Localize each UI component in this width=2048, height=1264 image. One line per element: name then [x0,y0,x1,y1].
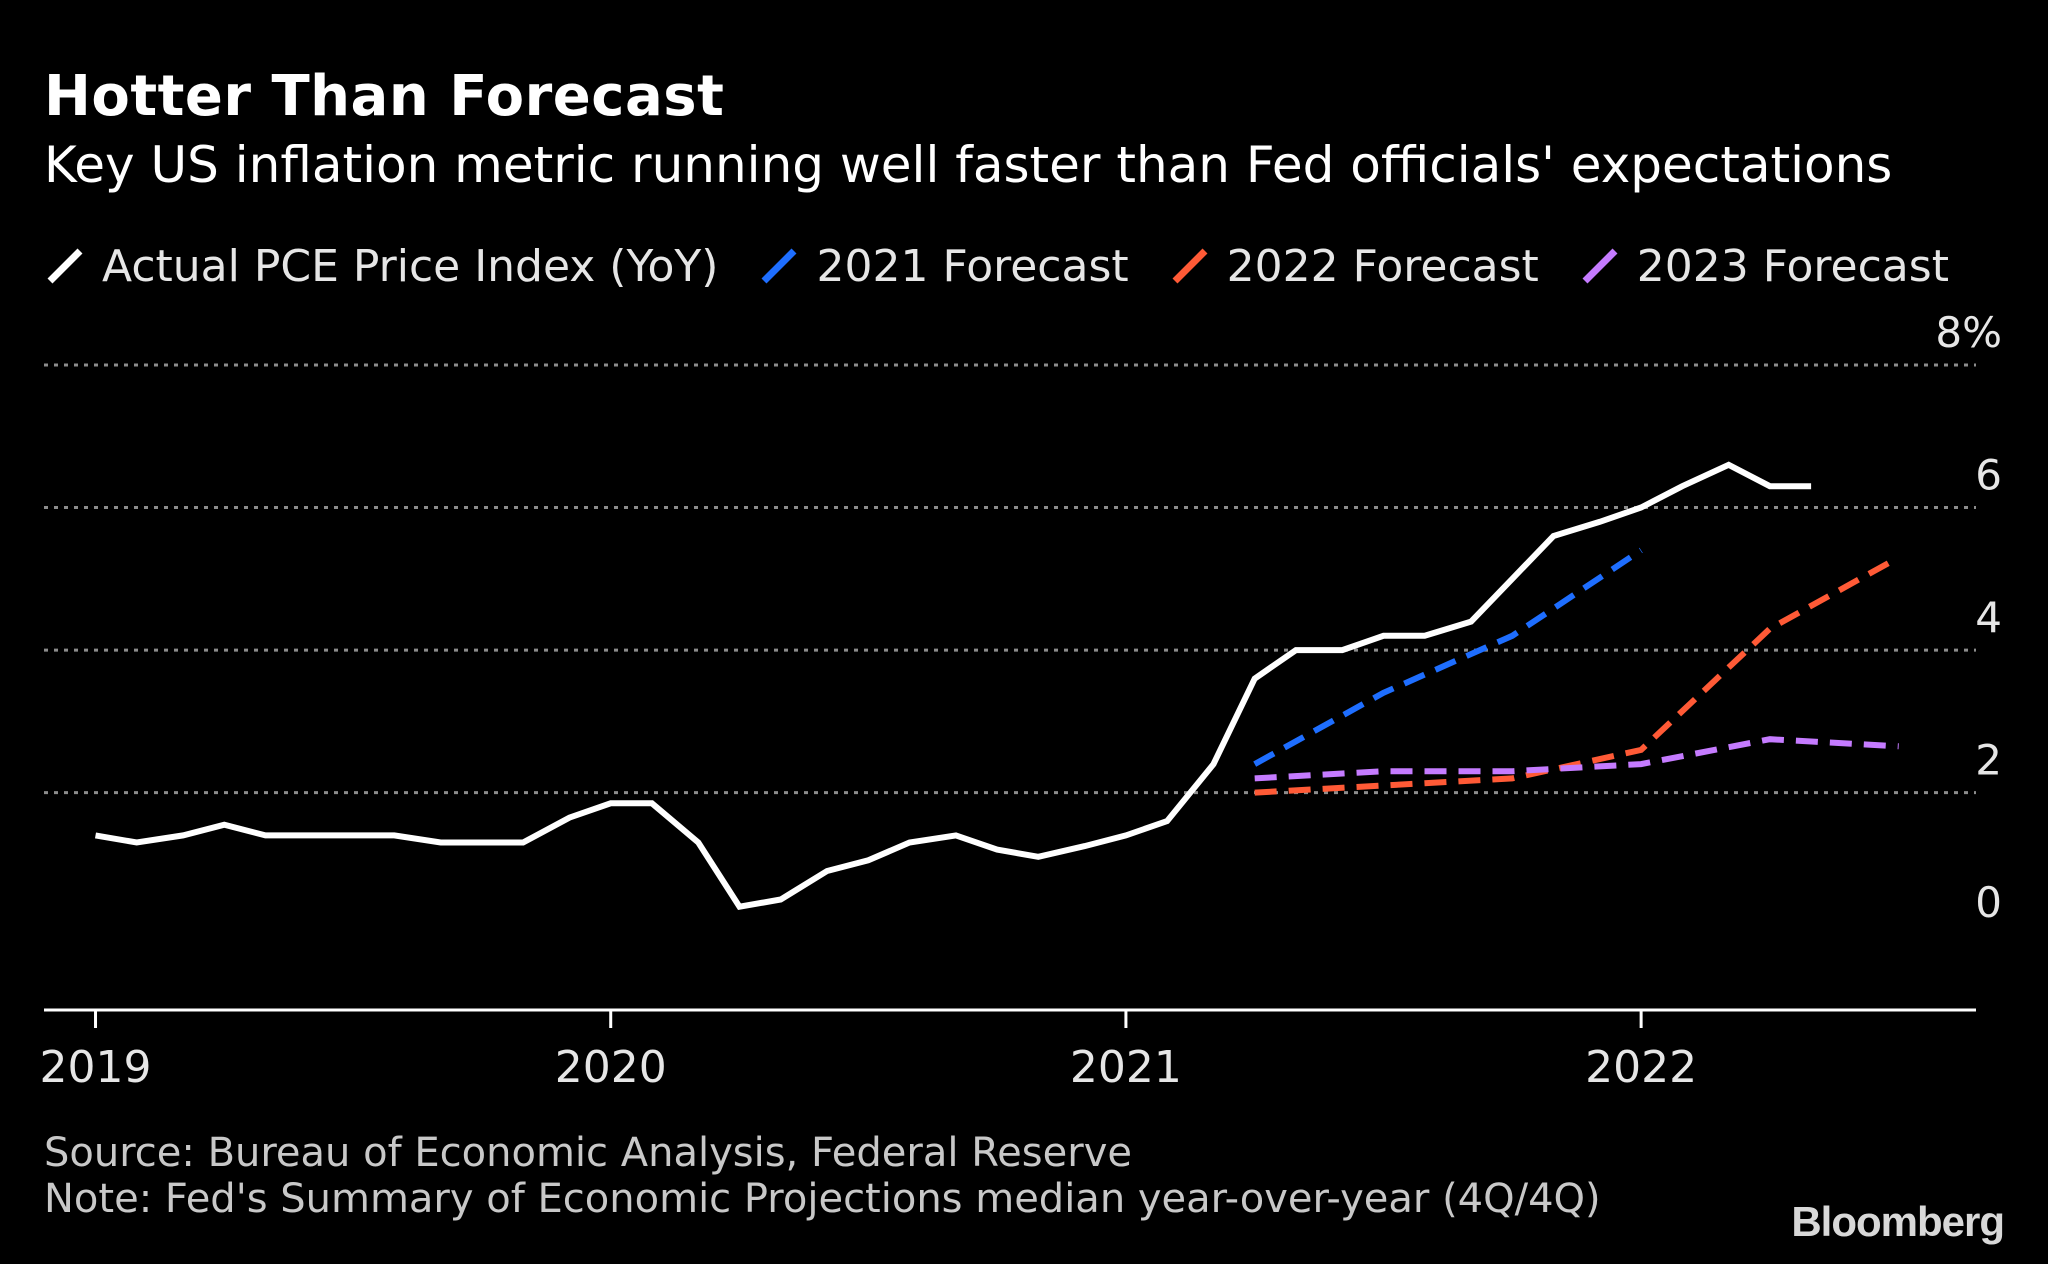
bloomberg-logo: Bloomberg [1791,1198,2005,1245]
legend-swatch-2023-forecast-line [1582,248,1618,284]
legend: Actual PCE Price Index (YoY) 2021 Foreca… [44,236,1989,296]
chart-subtitle: Key US inflation metric running well fas… [44,136,1893,194]
series-line-actual-pce-price-index-yoy [94,461,1812,910]
legend-label-actual: Actual PCE Price Index (YoY) [102,240,719,292]
legend-swatch-2022-forecast-line [1172,248,1208,284]
legend-swatch-actual [47,248,83,284]
legend-label-2023-forecast: 2023 Forecast [1636,240,1949,292]
legend-item-actual: Actual PCE Price Index (YoY) [44,241,718,292]
legend-label-2022-forecast: 2022 Forecast [1226,240,1539,292]
legend-item-2023-forecast: 2023 Forecast [1579,241,1949,292]
x-tick-label-2022: 2022 [1585,1042,1697,1093]
y-tick-label-6: 6 [1975,451,2002,500]
series-line-2021-forecast [1253,547,1643,767]
legend-swatch-2022-forecast [1172,248,1208,284]
legend-swatch-2021-forecast [762,248,797,284]
y-tick-label-0: 0 [1975,878,2002,927]
legend-item-2021-forecast: 2021 Forecast [758,240,1129,292]
x-tick-label-2021: 2021 [1070,1042,1182,1093]
x-tick-label-2019: 2019 [40,1042,152,1093]
legend-swatch-2023-forecast [1582,248,1618,284]
legend-label-2021-forecast: 2021 Forecast [816,240,1129,292]
legend-item-2022-forecast: 2022 Forecast [1169,241,1539,292]
y-tick-label-4: 4 [1975,593,2002,642]
chart-title: Hotter Than Forecast [44,64,725,129]
series-line-2023-forecast [1254,736,1899,782]
methodology-note: Note: Fed's Summary of Economic Projecti… [44,1176,1601,1222]
x-tick-label-2020: 2020 [555,1042,667,1093]
series-line-2022-forecast [1254,554,1901,796]
y-tick-label-8: 8% [1935,308,2002,357]
y-tick-label-2: 2 [1975,736,2002,785]
legend-swatch-2021-forecast-line [762,248,797,284]
legend-swatch-actual-line [47,248,83,284]
footer-notes: Source: Bureau of Economic Analysis, Fed… [44,1130,1601,1222]
source-note: Source: Bureau of Economic Analysis, Fed… [44,1130,1132,1176]
